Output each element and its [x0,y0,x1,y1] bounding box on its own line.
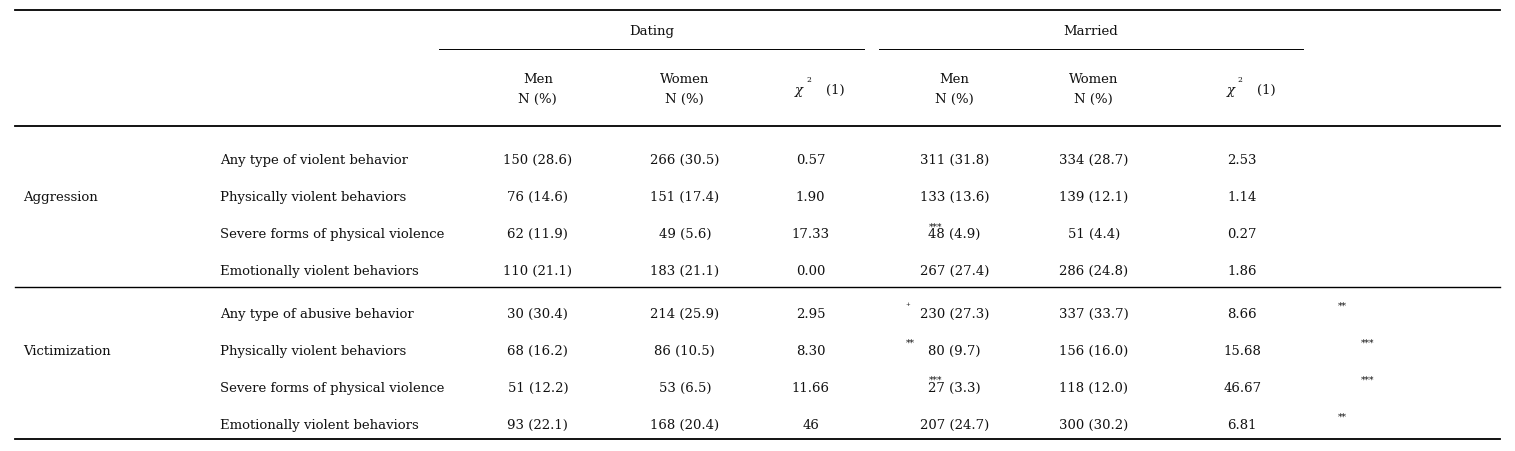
Text: N (%): N (%) [518,93,558,106]
Text: Women: Women [1070,73,1118,85]
Text: 267 (27.4): 267 (27.4) [920,265,989,277]
Text: N (%): N (%) [935,93,974,106]
Text: 0.00: 0.00 [795,265,826,277]
Text: 168 (20.4): 168 (20.4) [650,418,720,431]
Text: 1.86: 1.86 [1227,265,1257,277]
Text: 118 (12.0): 118 (12.0) [1059,381,1129,394]
Text: 46: 46 [801,418,820,431]
Text: 8.66: 8.66 [1227,307,1257,320]
Text: 51 (4.4): 51 (4.4) [1068,228,1120,240]
Text: Women: Women [661,73,709,85]
Text: 230 (27.3): 230 (27.3) [920,307,989,320]
Text: 11.66: 11.66 [791,381,830,394]
Text: 133 (13.6): 133 (13.6) [920,191,989,203]
Text: 48 (4.9): 48 (4.9) [929,228,980,240]
Text: 80 (9.7): 80 (9.7) [929,344,980,357]
Text: 183 (21.1): 183 (21.1) [650,265,720,277]
Text: 6.81: 6.81 [1227,418,1257,431]
Text: 156 (16.0): 156 (16.0) [1059,344,1129,357]
Text: Severe forms of physical violence: Severe forms of physical violence [220,381,444,394]
Text: 0.27: 0.27 [1227,228,1257,240]
Text: 150 (28.6): 150 (28.6) [503,154,573,166]
Text: 93 (22.1): 93 (22.1) [508,418,568,431]
Text: Emotionally violent behaviors: Emotionally violent behaviors [220,265,418,277]
Text: Physically violent behaviors: Physically violent behaviors [220,191,406,203]
Text: Dating: Dating [629,25,674,38]
Text: 334 (28.7): 334 (28.7) [1059,154,1129,166]
Text: ⁺: ⁺ [906,301,911,310]
Text: 46.67: 46.67 [1223,381,1262,394]
Text: 62 (11.9): 62 (11.9) [508,228,568,240]
Text: ***: *** [929,222,942,231]
Text: 15.68: 15.68 [1224,344,1260,357]
Text: **: ** [1338,301,1347,310]
Text: Any type of abusive behavior: Any type of abusive behavior [220,307,414,320]
Text: 110 (21.1): 110 (21.1) [503,265,573,277]
Text: 27 (3.3): 27 (3.3) [929,381,980,394]
Text: 2.53: 2.53 [1227,154,1257,166]
Text: N (%): N (%) [1074,93,1114,106]
Text: 53 (6.5): 53 (6.5) [659,381,711,394]
Text: 266 (30.5): 266 (30.5) [650,154,720,166]
Text: Married: Married [1064,25,1118,38]
Text: 151 (17.4): 151 (17.4) [650,191,720,203]
Text: Aggression: Aggression [23,191,97,203]
Text: 49 (5.6): 49 (5.6) [659,228,711,240]
Text: 214 (25.9): 214 (25.9) [650,307,720,320]
Text: Men: Men [523,73,553,85]
Text: (1): (1) [1257,84,1276,97]
Text: 1.90: 1.90 [795,191,826,203]
Text: Men: Men [939,73,970,85]
Text: 76 (14.6): 76 (14.6) [508,191,568,203]
Text: 8.30: 8.30 [795,344,826,357]
Text: 139 (12.1): 139 (12.1) [1059,191,1129,203]
Text: 17.33: 17.33 [791,228,830,240]
Text: 311 (31.8): 311 (31.8) [920,154,989,166]
Text: 68 (16.2): 68 (16.2) [508,344,568,357]
Text: **: ** [906,338,915,347]
Text: **: ** [1338,412,1347,421]
Text: ***: *** [1360,375,1374,384]
Text: 286 (24.8): 286 (24.8) [1059,265,1129,277]
Text: 2: 2 [1238,76,1242,84]
Text: 300 (30.2): 300 (30.2) [1059,418,1129,431]
Text: (1): (1) [826,84,844,97]
Text: 1.14: 1.14 [1227,191,1257,203]
Text: 207 (24.7): 207 (24.7) [920,418,989,431]
Text: 30 (30.4): 30 (30.4) [508,307,568,320]
Text: 2: 2 [806,76,811,84]
Text: 2.95: 2.95 [795,307,826,320]
Text: 86 (10.5): 86 (10.5) [654,344,715,357]
Text: Any type of violent behavior: Any type of violent behavior [220,154,408,166]
Text: ***: *** [1360,338,1374,347]
Text: Victimization: Victimization [23,344,111,357]
Text: 0.57: 0.57 [795,154,826,166]
Text: Emotionally violent behaviors: Emotionally violent behaviors [220,418,418,431]
Text: Severe forms of physical violence: Severe forms of physical violence [220,228,444,240]
Text: χ: χ [795,84,803,97]
Text: Physically violent behaviors: Physically violent behaviors [220,344,406,357]
Text: 337 (33.7): 337 (33.7) [1059,307,1129,320]
Text: 51 (12.2): 51 (12.2) [508,381,568,394]
Text: N (%): N (%) [665,93,704,106]
Text: χ: χ [1227,84,1235,97]
Text: ***: *** [929,375,942,384]
